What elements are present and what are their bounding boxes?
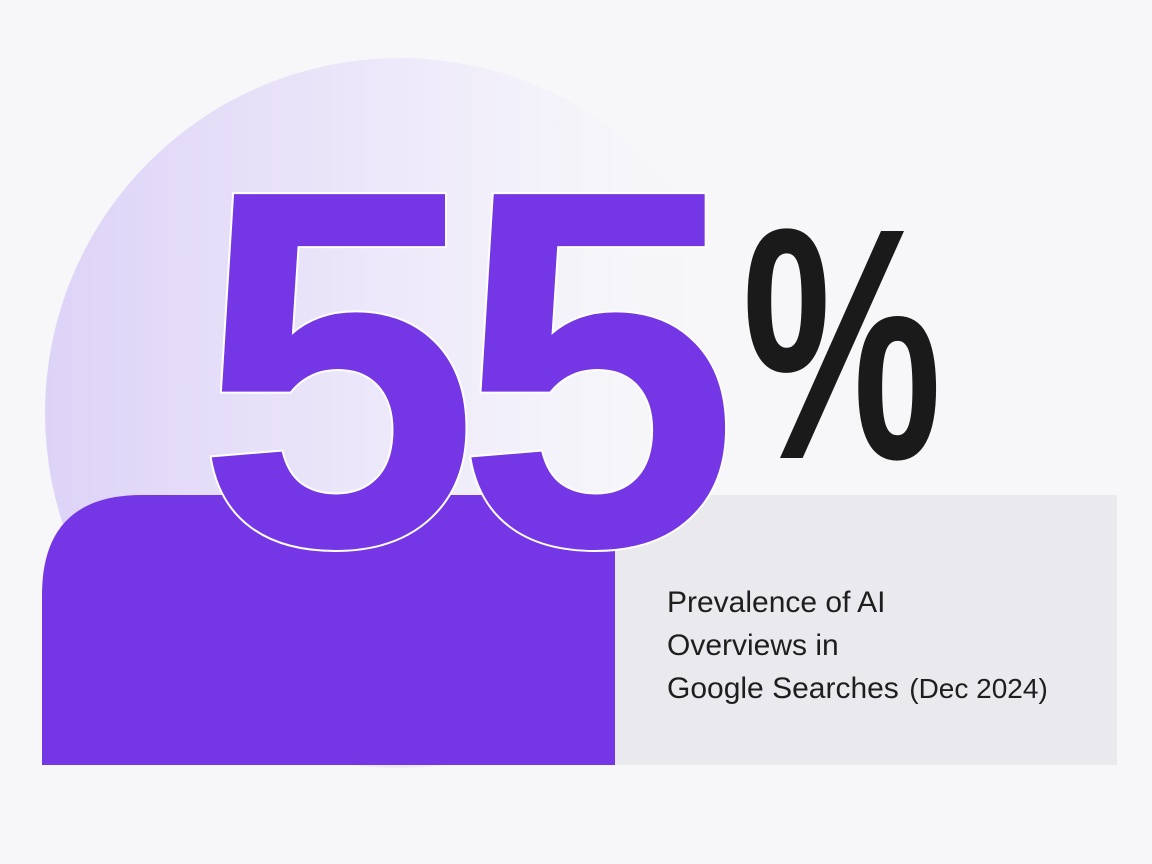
stat-unit: % bbox=[742, 159, 942, 528]
accent-block bbox=[42, 495, 615, 765]
stat-value: 55 bbox=[196, 84, 727, 654]
caption-line: Google Searches bbox=[667, 672, 899, 705]
caption-line: Prevalence of AI bbox=[667, 586, 885, 619]
caption-line: Overviews in bbox=[667, 629, 839, 662]
caption-line: Google Searches (Dec 2024) bbox=[667, 672, 1048, 705]
caption-panel bbox=[615, 495, 1117, 765]
caption-note: (Dec 2024) bbox=[909, 673, 1048, 704]
